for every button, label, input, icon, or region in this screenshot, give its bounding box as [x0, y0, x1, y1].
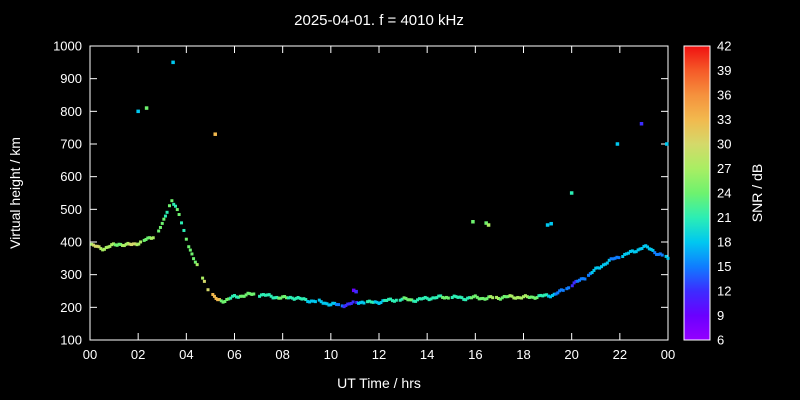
scatter-points: [90, 60, 670, 309]
x-tick-label: 00: [83, 347, 97, 362]
y-tick-label: 200: [60, 300, 82, 315]
colorbar-tick-label: 33: [717, 112, 731, 127]
plot-frame: [89, 45, 669, 341]
x-tick-label: 02: [131, 347, 145, 362]
y-tick-label: 500: [60, 202, 82, 217]
y-tick-label: 400: [60, 235, 82, 250]
colorbar-tick-label: 30: [717, 137, 731, 152]
colorbar-tick-label: 36: [717, 88, 731, 103]
x-tick-label: 22: [613, 347, 627, 362]
x-axis-label: UT Time / hrs: [337, 375, 421, 391]
colorbar-tick-label: 27: [717, 161, 731, 176]
x-tick-label: 04: [179, 347, 193, 362]
y-tick-label: 100: [60, 333, 82, 348]
colorbar-tick-label: 15: [717, 259, 731, 274]
x-tick-label: 14: [420, 347, 434, 362]
x-tick-label: 10: [324, 347, 338, 362]
y-tick-label: 600: [60, 169, 82, 184]
x-tick-label: 18: [516, 347, 530, 362]
colorbar-tick-label: 12: [717, 284, 731, 299]
y-tick-label: 700: [60, 137, 82, 152]
y-tick-label: 1000: [53, 39, 82, 54]
x-tick-label: 06: [227, 347, 241, 362]
y-tick-label: 900: [60, 71, 82, 86]
x-tick-label: 00: [661, 347, 675, 362]
axis-ticks-and-labels: 00 02 04 06 08 10 12 14 16 18 20 22 0010020030040050…: [53, 39, 675, 363]
colorbar: 6 9 12 15 18 21 24 27 30 33 36 39 42: [683, 39, 731, 348]
x-tick-label: 12: [372, 347, 386, 362]
x-tick-label: 20: [564, 347, 578, 362]
colorbar-tick-label: 42: [717, 39, 731, 54]
colorbar-tick-label: 39: [717, 63, 731, 78]
x-tick-label: 16: [468, 347, 482, 362]
colorbar-label: SNR / dB: [749, 164, 765, 222]
colorbar-tick-label: 21: [717, 210, 731, 225]
colorbar-tick-label: 9: [717, 308, 724, 323]
colorbar-tick-label: 18: [717, 235, 731, 250]
y-tick-label: 800: [60, 104, 82, 119]
chart-title: 2025-04-01. f = 4010 kHz: [294, 12, 464, 29]
y-axis-label: Virtual height / km: [7, 137, 23, 249]
x-tick-label: 08: [275, 347, 289, 362]
y-tick-label: 300: [60, 267, 82, 282]
colorbar-tick-label: 6: [717, 333, 724, 348]
colorbar-tick-label: 24: [717, 186, 731, 201]
